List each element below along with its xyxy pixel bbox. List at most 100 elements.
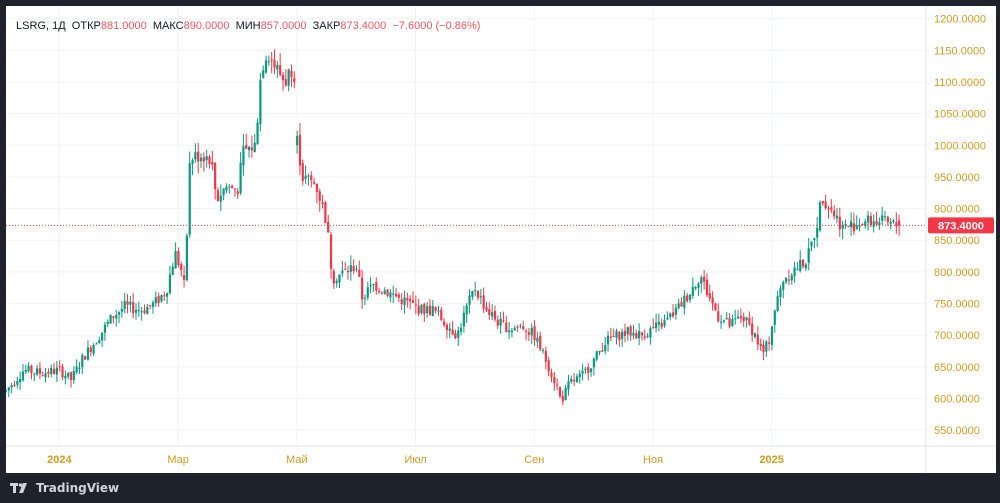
candle-up — [471, 290, 474, 301]
candle-up — [589, 368, 593, 377]
candle-body — [163, 295, 166, 297]
candle-down — [163, 291, 166, 301]
candle-down — [847, 225, 850, 228]
candle-body — [52, 368, 56, 374]
candle-body — [445, 324, 449, 331]
candle-down — [705, 273, 709, 298]
candle-body — [129, 301, 132, 305]
candle-up — [185, 233, 188, 282]
legend-low-label: МИН — [235, 20, 261, 32]
candle-down — [411, 291, 415, 303]
candle-body — [881, 215, 884, 221]
candle-up — [225, 183, 228, 194]
candle-body — [474, 290, 477, 292]
candle-body — [626, 327, 629, 335]
x-tick-label: Сен — [524, 454, 544, 466]
candle-down — [830, 199, 833, 214]
candle-up — [881, 206, 884, 225]
last-price-tag[interactable]: 873.4000 — [928, 217, 994, 234]
candle-up — [335, 278, 338, 288]
candle-up — [621, 328, 624, 347]
candle-up — [199, 153, 203, 168]
price-chart[interactable]: 1200.0000 1150.0000 1100.0000 1050.0000 1000… — [6, 6, 996, 473]
candle-body — [462, 312, 465, 327]
candle-body — [61, 366, 64, 378]
candle-down — [279, 53, 282, 77]
candle-body — [38, 368, 42, 374]
legend-interval[interactable]: 1Д — [52, 20, 66, 32]
candle-body — [883, 216, 887, 218]
candle-up — [878, 217, 881, 230]
candle-body — [556, 384, 559, 386]
candle-down — [869, 212, 872, 228]
candle-down — [442, 317, 446, 328]
candle-down — [301, 159, 304, 186]
candle-up — [369, 277, 372, 294]
candle-body — [406, 297, 409, 301]
candle-body — [64, 375, 67, 379]
candle-up — [694, 285, 697, 291]
candle-body — [109, 315, 112, 324]
candle-body — [154, 297, 157, 304]
candle-body — [143, 310, 146, 313]
candle-body — [799, 259, 802, 272]
candle-down — [375, 277, 378, 295]
candle-down — [895, 212, 898, 234]
candle-down — [440, 306, 443, 322]
last-price-tag-bg — [928, 217, 994, 234]
candle-body — [188, 163, 191, 235]
y-tick-label: 550.0000 — [934, 425, 980, 437]
candle-body — [728, 318, 731, 327]
tradingview-brand[interactable]: TradingView — [10, 481, 119, 495]
candle-body — [635, 333, 638, 339]
candle-up — [816, 217, 819, 247]
candle-body — [21, 371, 25, 381]
candle-body — [703, 276, 706, 282]
candle-body — [78, 367, 81, 369]
candle-up — [725, 312, 728, 320]
y-tick-label: 700.0000 — [934, 330, 980, 342]
candle-body — [459, 327, 463, 332]
candle-body — [69, 372, 73, 380]
candle-body — [640, 332, 644, 336]
candle-body — [281, 75, 285, 81]
candle-body — [211, 161, 214, 165]
candle-down — [310, 171, 313, 188]
candle-body — [790, 275, 793, 281]
candle-up — [674, 303, 677, 320]
candle-up — [626, 326, 629, 341]
candle-up — [688, 294, 692, 304]
legend-symbol[interactable]: LSRG — [16, 20, 46, 32]
candle-body — [228, 186, 231, 188]
candle-body — [719, 321, 723, 323]
candle-body — [564, 388, 567, 400]
chart-area[interactable]: 1200.0000 1150.0000 1100.0000 1050.0000 1000… — [6, 6, 996, 473]
candle-down — [58, 360, 61, 372]
candle-down — [414, 295, 417, 315]
candle-down — [409, 295, 412, 310]
candle-down — [522, 320, 525, 331]
candle-body — [479, 296, 482, 298]
candle-body — [821, 201, 824, 204]
candle-body — [216, 189, 220, 201]
y-tick-label: 750.0000 — [934, 299, 980, 311]
candle-down — [801, 259, 805, 269]
candle-body — [171, 266, 174, 275]
candle-body — [222, 188, 225, 195]
candle-up — [27, 362, 30, 373]
candle-up — [745, 316, 748, 328]
candle-body — [47, 371, 50, 374]
candle-body — [510, 330, 514, 333]
candle-up — [462, 305, 465, 333]
candle-up — [866, 210, 870, 231]
candle-up — [465, 302, 468, 324]
candle-body — [134, 310, 138, 313]
candle-up — [513, 325, 516, 331]
candle-down — [250, 135, 253, 158]
candle-down — [327, 214, 330, 233]
candle-down — [281, 71, 285, 91]
candle-body — [680, 301, 683, 307]
candle-down — [423, 302, 426, 322]
candle-up — [307, 173, 310, 186]
candle-body — [491, 312, 494, 317]
